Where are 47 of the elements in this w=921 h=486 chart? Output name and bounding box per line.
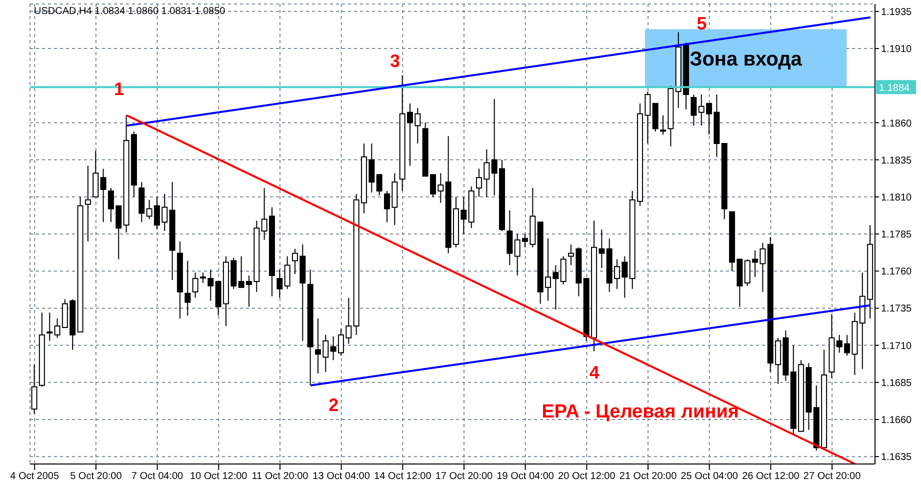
candlestick (276, 269, 283, 298)
y-tick-label: 1.1760 (881, 266, 912, 278)
x-tick-label: 20 Oct 12:00 (558, 471, 616, 482)
chart-title: USDCAD,H4 1.0834 1.0860 1.0831 1.0850 (34, 6, 226, 17)
annotation: 4 (589, 362, 600, 382)
x-tick-label: 14 Oct 12:00 (374, 471, 432, 482)
y-tick-label: 1.1635 (881, 452, 912, 464)
candlestick (100, 168, 106, 223)
candlestick (46, 312, 53, 342)
candlestick (376, 174, 382, 196)
y-tick-label: 1.1935 (881, 6, 912, 18)
y-tick-label: 1.1835 (881, 155, 912, 166)
x-tick-label: 17 Oct 20:00 (435, 471, 494, 482)
candlestick (690, 94, 697, 126)
x-tick-label: 10 Oct 12:00 (190, 471, 248, 482)
y-tick-label: 1.1910 (881, 44, 912, 56)
candlestick (660, 114, 666, 136)
candlestick (184, 260, 191, 316)
y-tick-label: 1.1685 (881, 378, 912, 389)
x-tick-label: 27 Oct 20:00 (803, 471, 862, 482)
annotation: EPA - Целевая линия (542, 401, 739, 422)
x-tick-label: 5 Oct 20:00 (70, 471, 122, 482)
y-tick-label: 1.1860 (881, 118, 912, 130)
y-tick-label: 1.1710 (881, 340, 912, 352)
ref-line-label: 1.1884 (879, 83, 910, 94)
y-tick-label: 1.1785 (881, 230, 912, 241)
x-tick-label: 13 Oct 04:00 (312, 471, 370, 482)
annotation: 2 (328, 395, 339, 416)
candlestick (560, 256, 566, 285)
candlestick (31, 364, 38, 414)
band-label: Зона входа (690, 48, 803, 70)
x-tick-label: 26 Oct 12:00 (742, 471, 800, 482)
x-tick-label: 19 Oct 04:00 (496, 471, 554, 482)
candlestick (284, 256, 290, 290)
y-tick-label: 1.1810 (881, 192, 912, 204)
annotation: 5 (696, 14, 707, 34)
y-tick-label: 1.1660 (881, 415, 912, 426)
candlestick (84, 165, 91, 242)
x-tick-label: 7 Oct 04:00 (131, 471, 184, 482)
y-tick-label: 1.1735 (881, 304, 912, 315)
x-tick-label: 25 Oct 04:00 (680, 471, 738, 482)
candlestick (92, 150, 99, 198)
candlestick (506, 210, 513, 266)
annotation: 3 (390, 50, 400, 71)
x-tick-label: 4 Oct 2005 (10, 471, 60, 482)
x-tick-label: 11 Oct 20:00 (252, 471, 309, 482)
x-tick-label: 21 Oct 20:00 (619, 471, 678, 482)
